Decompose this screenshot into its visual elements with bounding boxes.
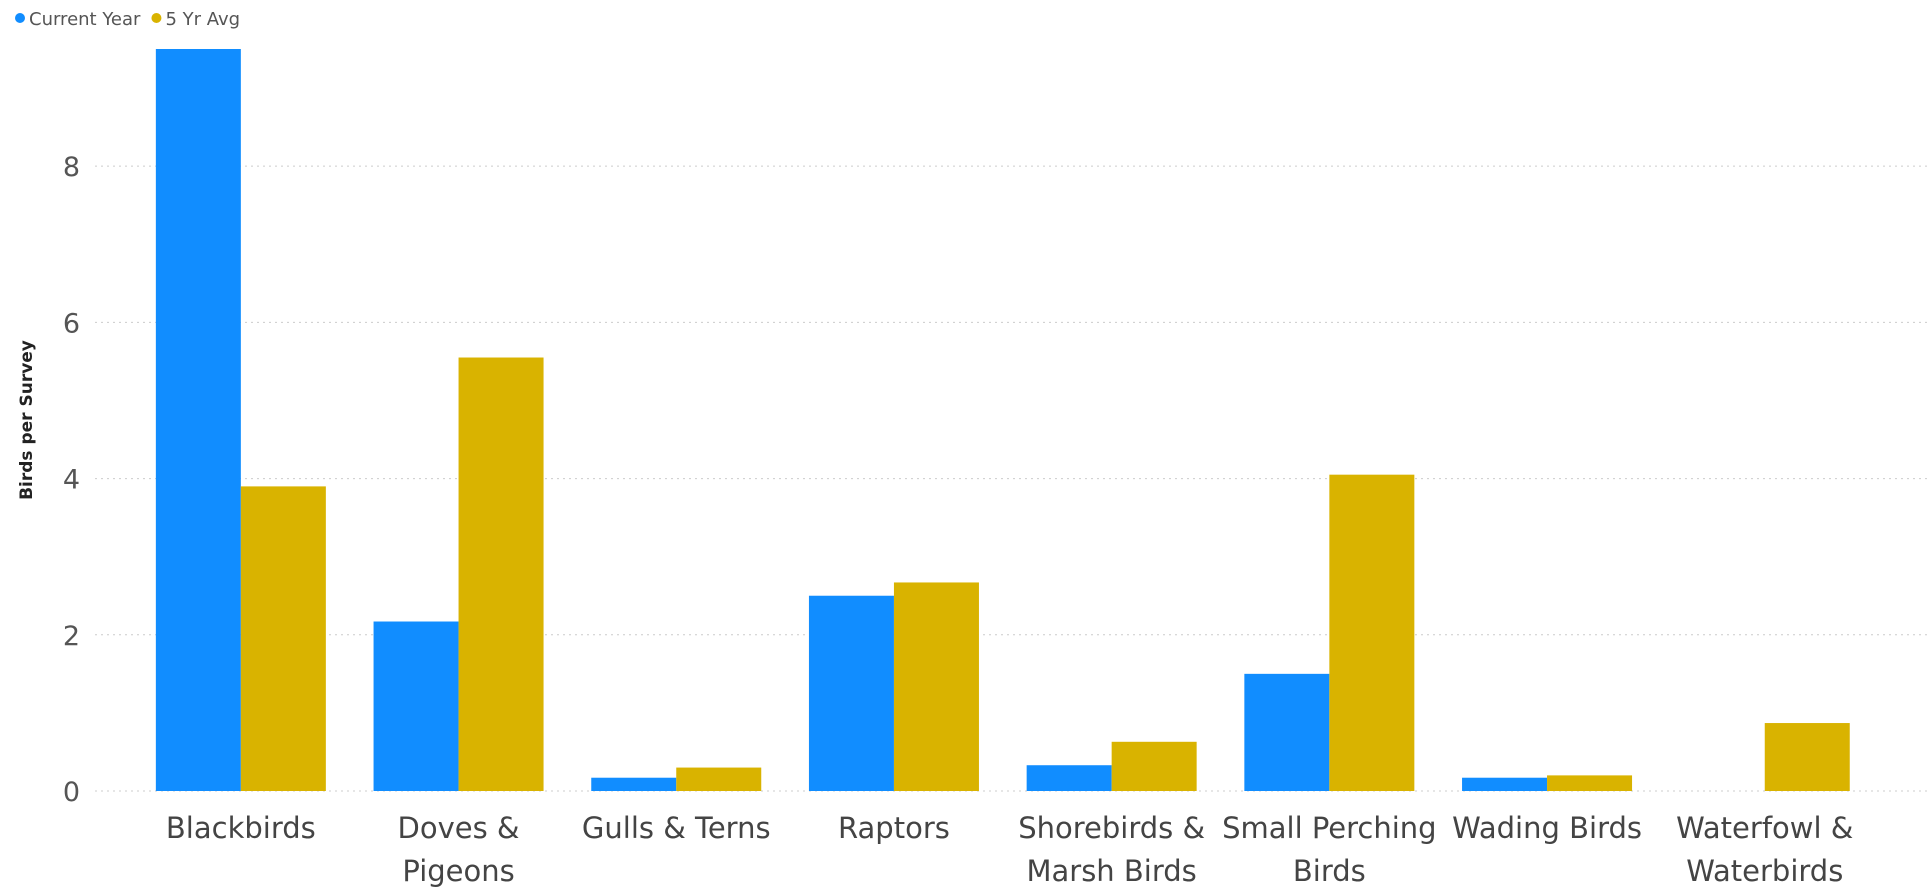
x-tick-label: Blackbirds xyxy=(166,811,316,845)
y-tick-label: 0 xyxy=(63,777,80,808)
bar-5-yr-avg-7[interactable] xyxy=(1764,723,1850,791)
bar-5-yr-avg-2[interactable] xyxy=(676,767,762,791)
x-tick-label: Doves & Pigeons xyxy=(398,811,520,888)
y-tick-label: 4 xyxy=(63,465,80,496)
x-tick-label: Raptors xyxy=(838,811,950,845)
bar-current-year-5[interactable] xyxy=(1244,673,1330,791)
y-axis-ticks: 0 2 4 6 8 xyxy=(63,152,80,808)
bar-current-year-0[interactable] xyxy=(155,49,241,791)
bar-5-yr-avg-4[interactable] xyxy=(1111,741,1197,791)
legend-marker xyxy=(15,13,25,23)
bar-5-yr-avg-0[interactable] xyxy=(240,486,326,791)
x-tick-label: Wading Birds xyxy=(1452,811,1642,845)
bars xyxy=(155,49,1850,791)
bar-5-yr-avg-5[interactable] xyxy=(1329,474,1415,791)
x-tick-label: Shorebirds & Marsh Birds xyxy=(1018,811,1205,888)
y-tick-label: 2 xyxy=(63,621,80,652)
y-tick-label: 6 xyxy=(63,308,80,339)
legend-label: Current Year xyxy=(29,9,141,30)
y-axis-title: Birds per Survey xyxy=(17,340,37,500)
legend: Current Year 5 Yr Avg xyxy=(15,9,240,30)
bar-current-year-6[interactable] xyxy=(1462,777,1548,791)
x-axis-labels: Blackbirds Doves & Pigeons Gulls & Terns Rap… xyxy=(166,811,1853,888)
x-tick-label: Gulls & Terns xyxy=(582,811,771,845)
bar-5-yr-avg-6[interactable] xyxy=(1547,775,1633,791)
bar-5-yr-avg-3[interactable] xyxy=(893,582,979,791)
legend-label: 5 Yr Avg xyxy=(165,9,240,30)
gridlines xyxy=(95,165,1929,792)
bar-current-year-1[interactable] xyxy=(373,621,459,791)
x-tick-label: Waterfowl & Waterbirds xyxy=(1676,811,1853,888)
bar-current-year-4[interactable] xyxy=(1026,765,1112,791)
bar-current-year-2[interactable] xyxy=(591,777,677,791)
y-tick-label: 8 xyxy=(63,152,80,183)
bar-current-year-3[interactable] xyxy=(808,595,894,791)
x-tick-label: Small Perching Birds xyxy=(1222,811,1437,888)
legend-marker xyxy=(151,13,162,23)
bar-5-yr-avg-1[interactable] xyxy=(458,357,544,791)
